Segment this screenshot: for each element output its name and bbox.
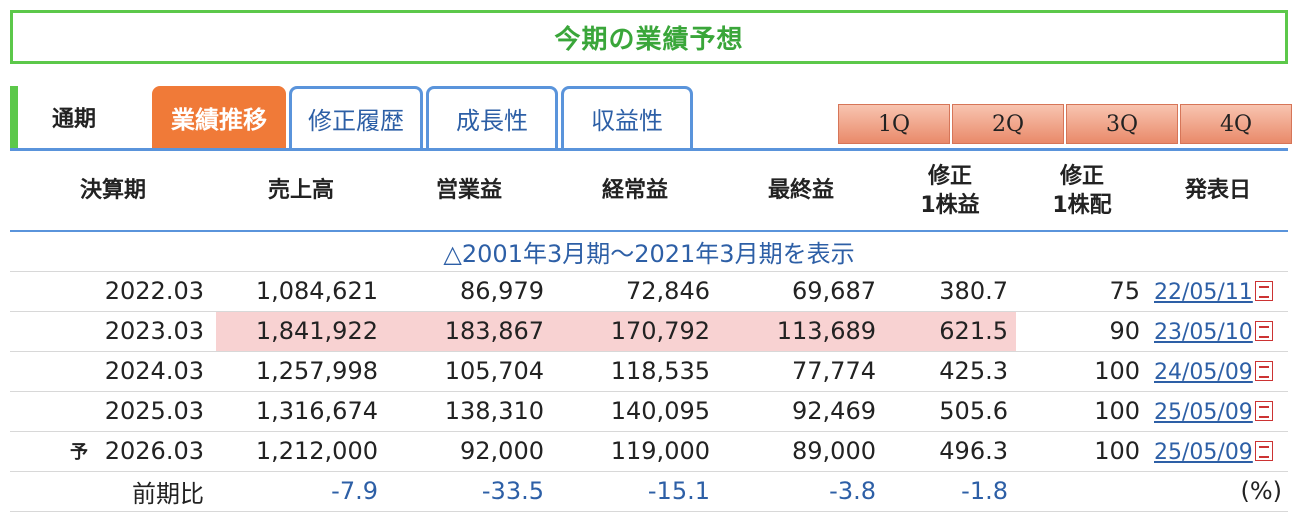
row-sales: 1,212,000: [216, 431, 386, 472]
row-sales: 1,316,674: [216, 391, 386, 432]
announce-date-link[interactable]: 25/05/09: [1154, 440, 1253, 465]
row-operating-profit: 92,000: [386, 431, 552, 472]
pdf-icon[interactable]: [1254, 441, 1273, 461]
announce-date-link[interactable]: 23/05/10: [1154, 320, 1253, 345]
row-net-profit: 89,000: [718, 431, 884, 472]
row-dps: 75: [1016, 271, 1148, 312]
row-eps: 380.7: [884, 271, 1016, 312]
pdf-icon[interactable]: [1254, 401, 1273, 421]
table-header-row: 決算期 売上高 営業益 経常益 最終益 修正 1株益 修正 1株配 発表日: [10, 153, 1288, 232]
header-eps: 修正 1株益: [884, 153, 1016, 232]
tab-underline: [10, 148, 1288, 151]
ratio-sales: -7.9: [216, 471, 386, 512]
row-dps: 100: [1016, 351, 1148, 392]
pdf-icon[interactable]: [1254, 321, 1273, 341]
row-ordinary-profit: 170,792: [552, 311, 718, 352]
announce-date-link[interactable]: 22/05/11: [1154, 280, 1253, 305]
ratio-ordinary-profit: -15.1: [552, 471, 718, 512]
row-eps: 496.3: [884, 431, 1016, 472]
row-eps: 621.5: [884, 311, 1016, 352]
header-operating-profit: 営業益: [386, 153, 552, 232]
table-row: 2022.03 1,084,621 86,979 72,846 69,687 3…: [10, 271, 1288, 312]
show-older-periods-link[interactable]: △2001年3月期～2021年3月期を表示: [10, 230, 1288, 272]
quarter-1q-button[interactable]: 1Q: [838, 104, 950, 144]
row-operating-profit: 105,704: [386, 351, 552, 392]
table-row: 2025.03 1,316,674 138,310 140,095 92,469…: [10, 391, 1288, 432]
row-sales: 1,084,621: [216, 271, 386, 312]
ratio-dps-empty: [1016, 471, 1148, 512]
pdf-icon[interactable]: [1254, 361, 1273, 381]
row-operating-profit: 183,867: [386, 311, 552, 352]
ratio-net-profit: -3.8: [718, 471, 884, 512]
row-announce-date: 25/05/09: [1148, 431, 1288, 472]
quarter-3q-button[interactable]: 3Q: [1066, 104, 1178, 144]
table-row: 2023.03 1,841,922 183,867 170,792 113,68…: [10, 311, 1288, 352]
tab-bar-marker: [10, 86, 18, 148]
row-net-profit: 69,687: [718, 271, 884, 312]
tab-bar: 通期 業績推移 修正履歴 成長性 収益性 1Q 2Q 3Q 4Q: [10, 86, 1292, 151]
row-eps: 505.6: [884, 391, 1016, 432]
row-net-profit: 92,469: [718, 391, 884, 432]
row-period: 2025.03: [10, 391, 216, 432]
row-eps: 425.3: [884, 351, 1016, 392]
tab-revision-history[interactable]: 修正履歴: [289, 86, 423, 148]
announce-date-link[interactable]: 25/05/09: [1154, 400, 1253, 425]
row-period: 2024.03: [10, 351, 216, 392]
pdf-icon[interactable]: [1254, 281, 1273, 301]
row-ordinary-profit: 140,095: [552, 391, 718, 432]
row-period: 予 2026.03: [10, 431, 216, 472]
header-sales: 売上高: [216, 153, 386, 232]
row-dps: 100: [1016, 391, 1148, 432]
row-announce-date: 23/05/10: [1148, 311, 1288, 352]
table-row: 2024.03 1,257,998 105,704 118,535 77,774…: [10, 351, 1288, 392]
header-dps: 修正 1株配: [1016, 153, 1148, 232]
table-row: 予 2026.03 1,212,000 92,000 119,000 89,000…: [10, 431, 1288, 472]
ratio-label: 前期比: [10, 471, 216, 512]
row-ordinary-profit: 72,846: [552, 271, 718, 312]
row-sales: 1,257,998: [216, 351, 386, 392]
row-announce-date: 24/05/09: [1148, 351, 1288, 392]
performance-table: 決算期 売上高 営業益 経常益 最終益 修正 1株益 修正 1株配 発表日 △200…: [10, 153, 1288, 512]
row-operating-profit: 138,310: [386, 391, 552, 432]
ratio-unit: (%): [1148, 471, 1288, 512]
row-ordinary-profit: 119,000: [552, 431, 718, 472]
announce-date-link[interactable]: 24/05/09: [1154, 360, 1253, 385]
header-net-profit: 最終益: [718, 153, 884, 232]
ratio-eps: -1.8: [884, 471, 1016, 512]
row-dps: 90: [1016, 311, 1148, 352]
section-title-box: 今期の業績予想: [10, 10, 1288, 64]
row-announce-date: 25/05/09: [1148, 391, 1288, 432]
quarter-buttons: 1Q 2Q 3Q 4Q: [838, 104, 1294, 144]
row-operating-profit: 86,979: [386, 271, 552, 312]
quarter-2q-button[interactable]: 2Q: [952, 104, 1064, 144]
row-announce-date: 22/05/11: [1148, 271, 1288, 312]
row-sales: 1,841,922: [216, 311, 386, 352]
header-ordinary-profit: 経常益: [552, 153, 718, 232]
row-period: 2023.03: [10, 311, 216, 352]
tab-profitability[interactable]: 収益性: [561, 86, 693, 148]
tab-performance-trend[interactable]: 業績推移: [152, 86, 286, 148]
row-net-profit: 113,689: [718, 311, 884, 352]
ratio-row: 前期比 -7.9 -33.5 -15.1 -3.8 -1.8 (%): [10, 471, 1288, 512]
section-title: 今期の業績予想: [554, 24, 744, 55]
tab-growth[interactable]: 成長性: [426, 86, 558, 148]
header-announce-date: 発表日: [1148, 153, 1288, 232]
row-period: 2022.03: [10, 271, 216, 312]
row-dps: 100: [1016, 431, 1148, 472]
ratio-operating-profit: -33.5: [386, 471, 552, 512]
forecast-mark: 予: [70, 442, 88, 463]
tab-period-label: 通期: [52, 107, 97, 132]
row-net-profit: 77,774: [718, 351, 884, 392]
header-period: 決算期: [10, 153, 216, 232]
quarter-4q-button[interactable]: 4Q: [1180, 104, 1292, 144]
row-ordinary-profit: 118,535: [552, 351, 718, 392]
